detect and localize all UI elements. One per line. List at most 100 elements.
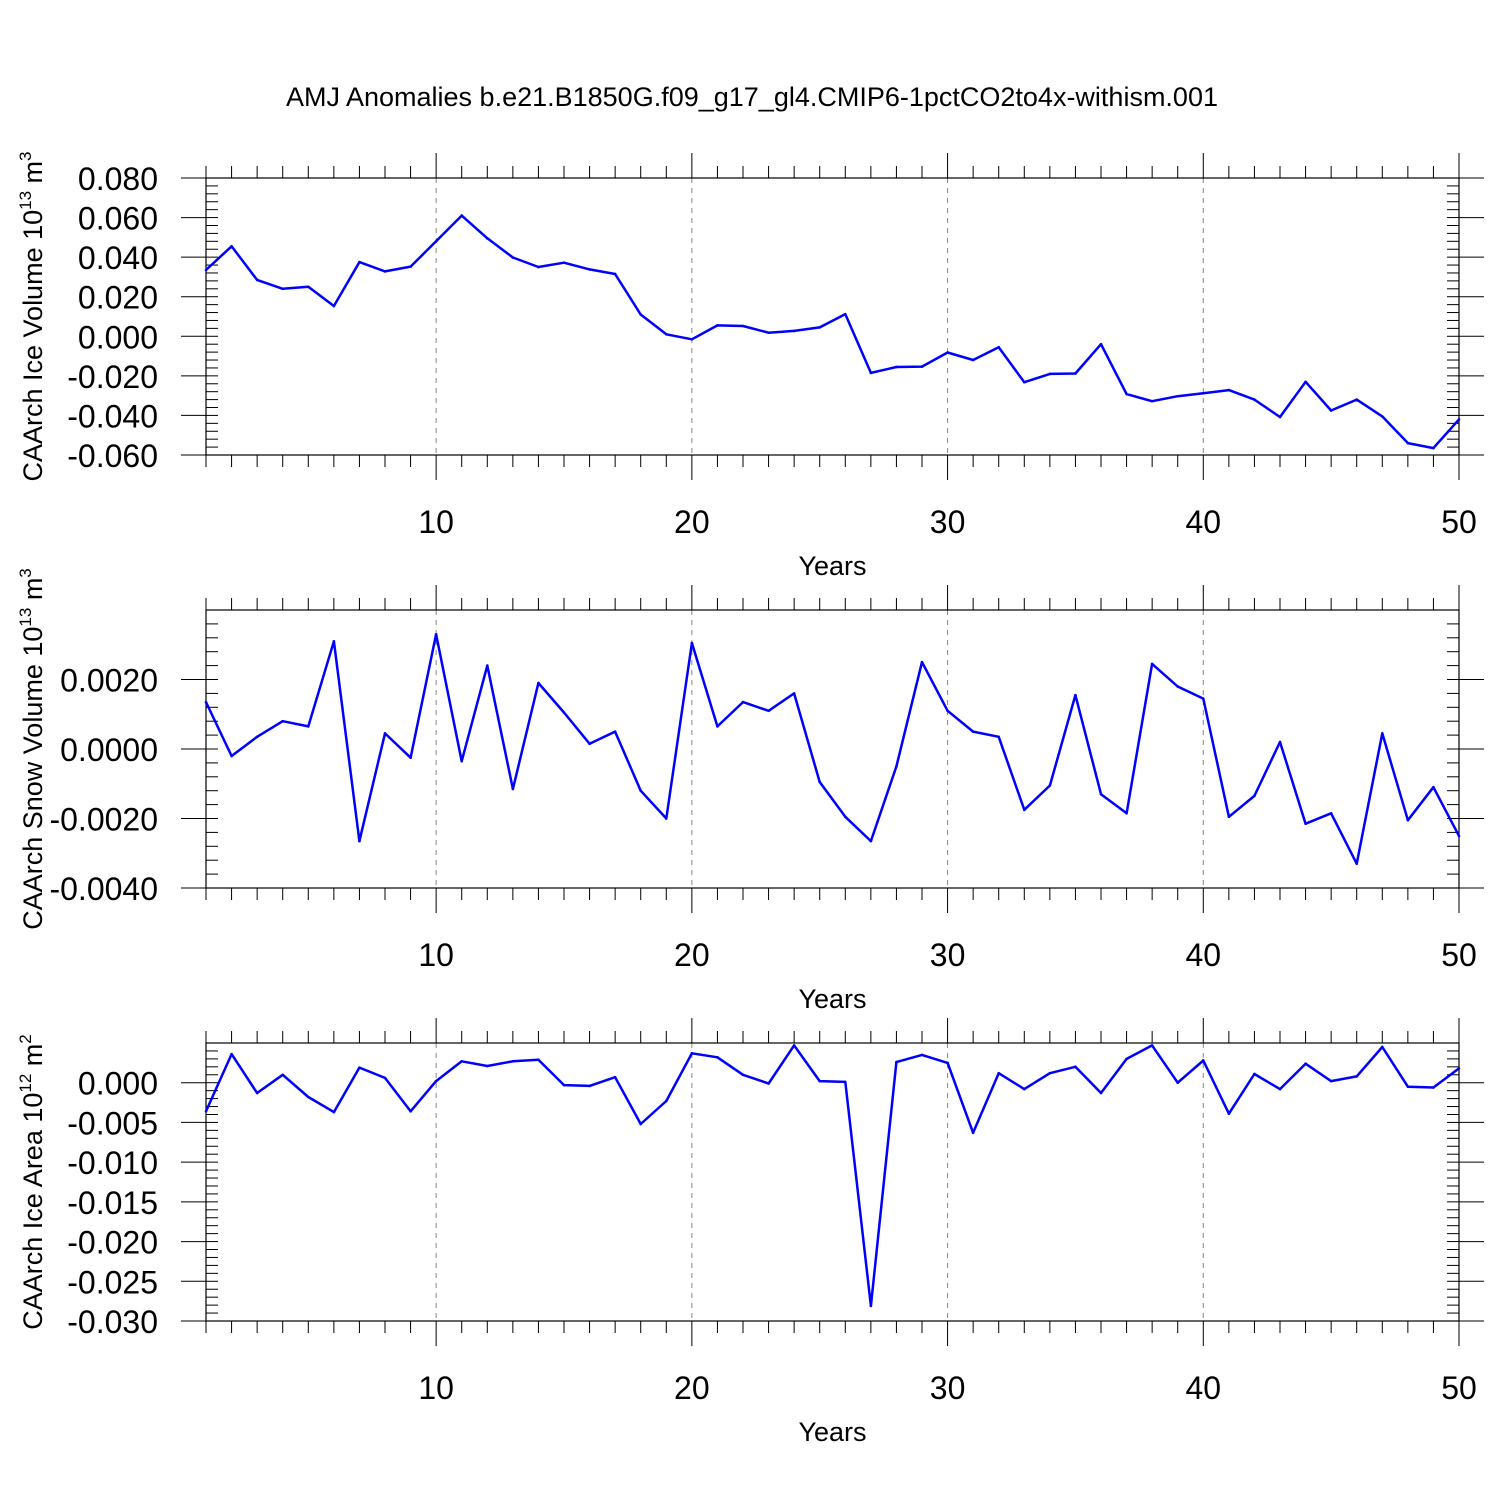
y-axis-label: CAArch Ice Volume 1013 m3 [16, 151, 48, 481]
data-point [997, 345, 1001, 349]
data-point [511, 787, 515, 791]
data-point [1227, 815, 1231, 819]
panel-3: -0.030 -0.025-0.020 -0.015 -0.010 -0.0050.00… [16, 1018, 1484, 1447]
data-point [230, 1052, 233, 1056]
data-point [664, 1099, 668, 1103]
data-point [1048, 784, 1052, 787]
data-point [1048, 372, 1052, 376]
series-line [205, 214, 1460, 450]
data-point [792, 692, 796, 695]
data-point [1355, 398, 1359, 401]
y-axis-label-unit-exponent: 3 [16, 568, 35, 577]
x-tick-label: 20 [674, 937, 710, 973]
data-point [1022, 1087, 1026, 1091]
data-point [716, 725, 719, 728]
data-point [971, 730, 975, 733]
data-point [204, 268, 208, 272]
data-point [639, 1122, 643, 1126]
data-point [1329, 409, 1333, 412]
data-point [537, 1058, 540, 1061]
data-point [460, 214, 464, 217]
y-axis-label-unit-exponent: 3 [16, 151, 35, 160]
data-point [1176, 394, 1180, 398]
y-tick-label: 0.020 [78, 280, 158, 316]
data-point [358, 260, 361, 264]
data-point [1125, 1057, 1128, 1061]
data-point [869, 1304, 873, 1308]
data-point [1074, 1065, 1077, 1069]
y-tick-label: -0.0040 [49, 871, 158, 907]
y-axis-label-exponent: 12 [16, 1074, 35, 1093]
y-tick-label: 0.0020 [60, 663, 158, 699]
y-tick-label: -0.020 [67, 1225, 158, 1261]
data-point [1304, 380, 1307, 384]
data-point [306, 1095, 310, 1099]
data-point [1380, 1045, 1384, 1049]
data-point [460, 759, 464, 763]
data-point [818, 780, 822, 784]
data-point [741, 1073, 745, 1077]
x-tick-label: 40 [1185, 937, 1221, 973]
data-point [1125, 392, 1128, 396]
data-point [664, 817, 668, 820]
data-point [1329, 811, 1333, 815]
data-point [1406, 1085, 1410, 1088]
x-tick-label: 20 [674, 504, 710, 540]
y-axis-label-text: CAArch Snow Volume 10 [18, 627, 48, 930]
data-point [485, 1064, 489, 1068]
y-tick-label: 0.040 [78, 240, 158, 276]
x-axis-label: Years [798, 551, 866, 581]
data-point [409, 265, 412, 268]
data-point [1099, 792, 1103, 796]
data-point [1048, 1071, 1052, 1075]
data-point [1457, 834, 1461, 838]
data-point [562, 261, 566, 264]
data-point [281, 719, 285, 723]
y-tick-label: 0.0000 [60, 732, 158, 768]
data-point [1304, 1062, 1307, 1065]
data-point [358, 1066, 361, 1069]
y-tick-label: -0.030 [67, 1304, 158, 1340]
data-point [971, 1131, 975, 1135]
y-tick-label: -0.010 [67, 1145, 158, 1181]
data-point [1457, 418, 1461, 421]
data-point [1355, 862, 1359, 865]
y-axis-label-unit: m [18, 161, 48, 191]
x-tick-label: 20 [674, 1370, 710, 1406]
data-point [1253, 398, 1256, 401]
data-point [1176, 1081, 1180, 1085]
y-tick-label: -0.060 [67, 438, 158, 474]
y-tick-label: -0.005 [67, 1105, 158, 1141]
data-point [1432, 785, 1435, 789]
data-point [434, 1079, 438, 1083]
data-point [1380, 732, 1384, 735]
data-point [588, 742, 591, 746]
data-point [511, 1059, 515, 1063]
data-point [690, 337, 694, 341]
data-point [204, 700, 208, 704]
series-line [204, 1044, 1460, 1308]
data-point [1022, 380, 1026, 384]
data-point [971, 358, 975, 362]
data-point [1176, 685, 1180, 688]
x-tick-label: 40 [1185, 504, 1221, 540]
data-point [613, 1075, 617, 1079]
y-tick-label: -0.0020 [49, 802, 158, 838]
data-point [843, 312, 847, 316]
data-point [613, 272, 617, 276]
data-point [818, 326, 822, 329]
data-point [920, 1053, 924, 1057]
data-point [1227, 1112, 1231, 1115]
data-point [792, 329, 796, 333]
data-point [1074, 372, 1077, 375]
x-tick-label: 30 [930, 1370, 966, 1406]
data-point [1278, 415, 1282, 419]
y-axis-label-unit: m [18, 1044, 48, 1074]
data-point [946, 1061, 949, 1065]
y-axis-label: CAArch Ice Area 1012 m2 [16, 1034, 48, 1330]
data-point [1150, 399, 1154, 403]
data-point [895, 365, 898, 369]
x-axis-label: Years [798, 984, 866, 1014]
data-point [1432, 446, 1435, 450]
data-point [1150, 1044, 1154, 1047]
